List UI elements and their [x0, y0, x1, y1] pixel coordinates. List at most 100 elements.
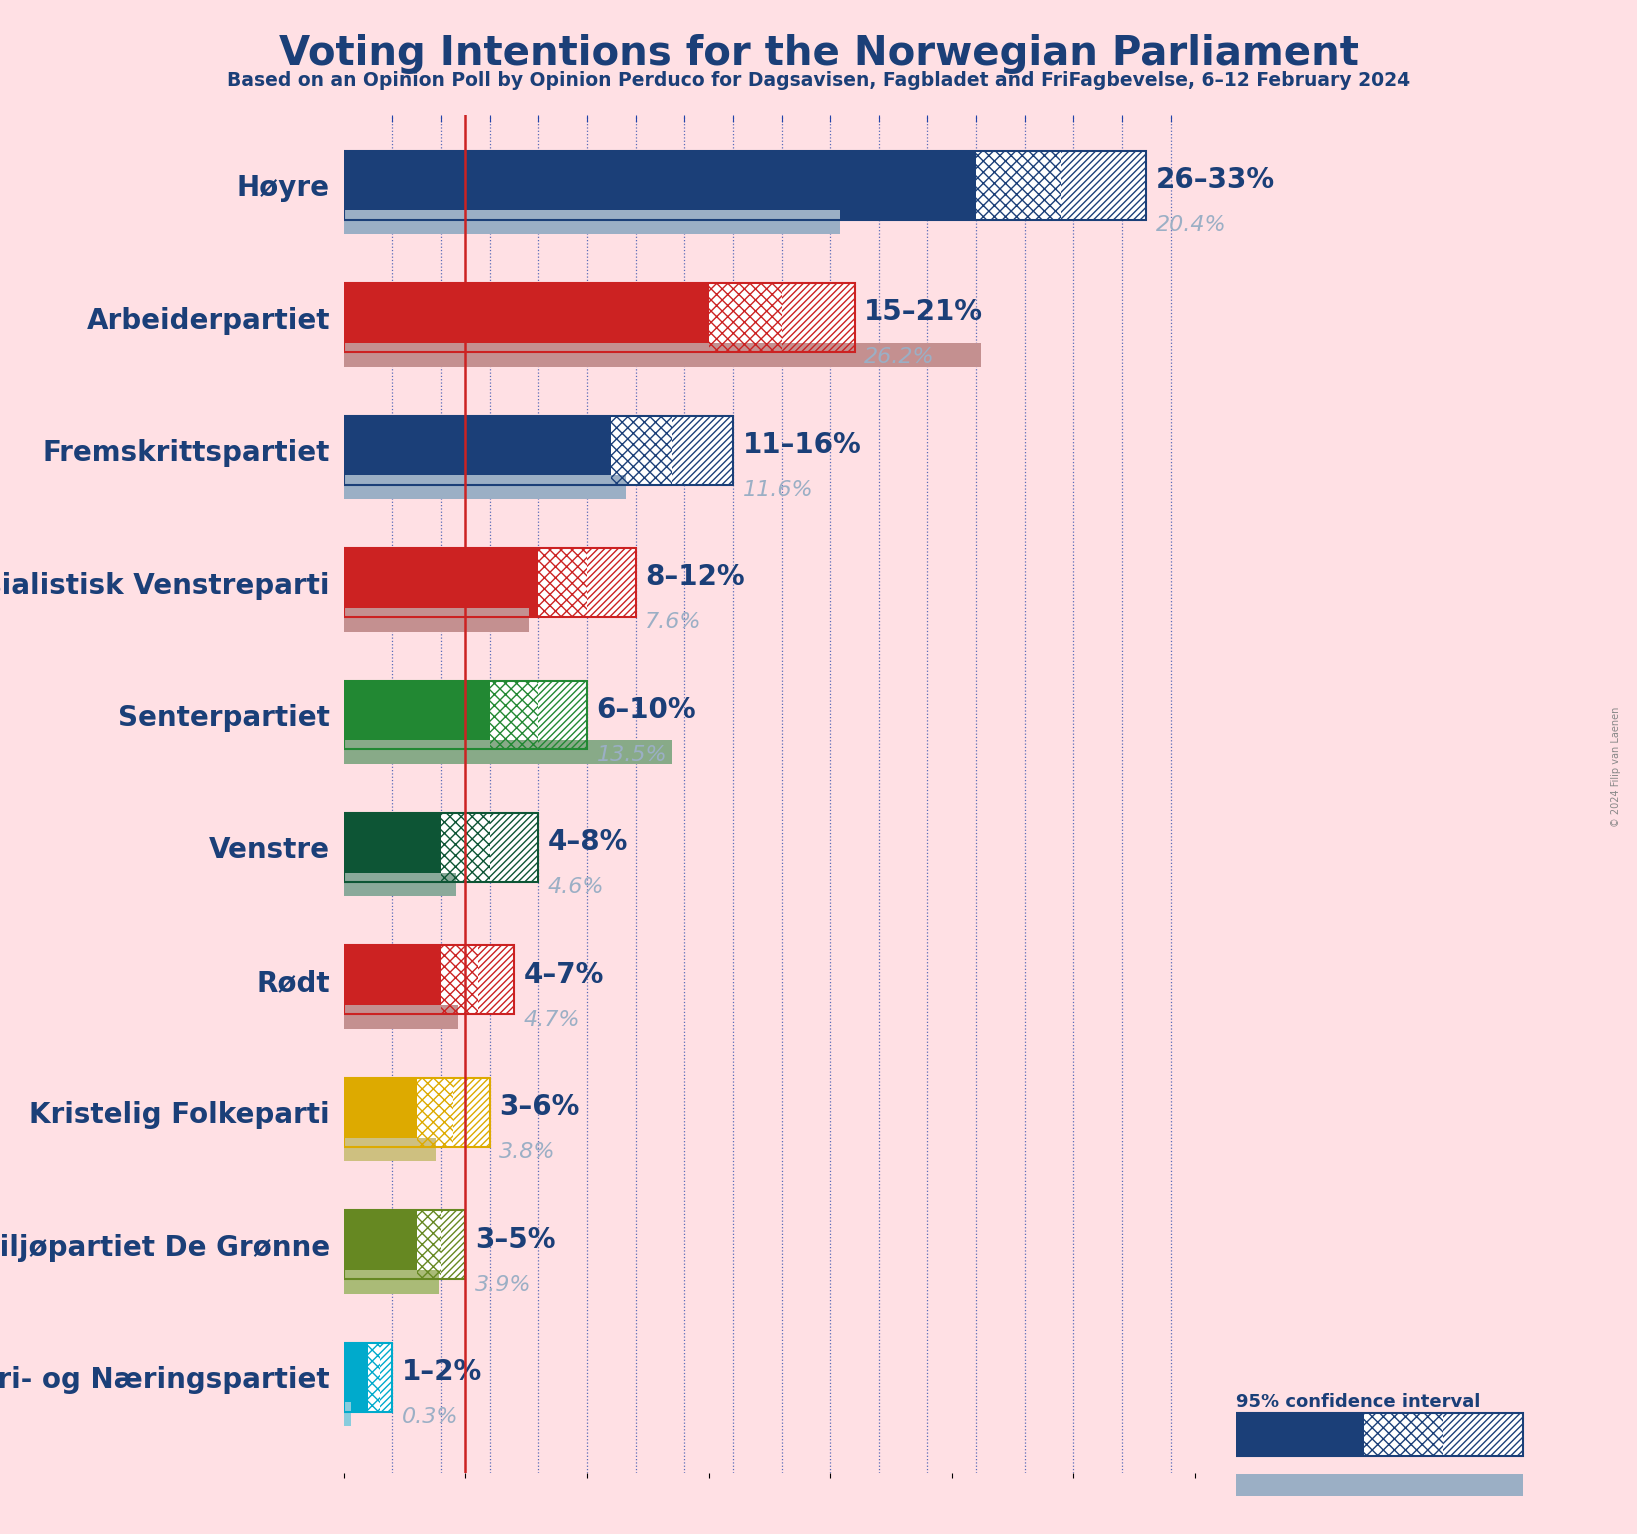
Text: 3.8%: 3.8% — [499, 1143, 557, 1163]
Text: 13.5%: 13.5% — [598, 746, 668, 765]
Bar — [440, 813, 489, 882]
Text: 3–6%: 3–6% — [499, 1094, 579, 1121]
Bar — [478, 945, 514, 1014]
Bar — [976, 150, 1061, 219]
Bar — [440, 1210, 465, 1279]
Text: 26–33%: 26–33% — [1156, 166, 1275, 193]
Bar — [489, 681, 539, 750]
Bar — [344, 1138, 435, 1161]
Bar — [344, 476, 625, 499]
Bar — [344, 813, 440, 882]
Bar — [344, 416, 611, 485]
Bar — [344, 1005, 458, 1029]
Bar — [453, 1078, 489, 1147]
Bar — [453, 1078, 489, 1147]
Bar — [588, 548, 635, 617]
Text: 7.6%: 7.6% — [645, 612, 702, 632]
Bar — [1236, 1413, 1522, 1456]
Bar — [344, 1342, 393, 1411]
Bar — [611, 416, 673, 485]
Bar — [344, 210, 840, 235]
Bar — [1061, 150, 1146, 219]
Bar — [344, 1402, 350, 1427]
Bar — [344, 1342, 368, 1411]
Bar — [1364, 1413, 1444, 1456]
Text: 26.2%: 26.2% — [864, 347, 935, 368]
Bar — [344, 1210, 465, 1279]
Bar — [344, 681, 489, 750]
Bar — [344, 548, 539, 617]
Text: 20.4%: 20.4% — [1156, 215, 1226, 235]
Text: 4.6%: 4.6% — [548, 877, 604, 897]
Text: 8–12%: 8–12% — [645, 563, 745, 591]
Bar — [709, 284, 781, 353]
Bar — [440, 813, 489, 882]
Text: © 2024 Filip van Laenen: © 2024 Filip van Laenen — [1611, 707, 1621, 827]
Bar — [344, 945, 440, 1014]
Bar — [344, 416, 733, 485]
Bar — [709, 284, 781, 353]
Bar — [1061, 150, 1146, 219]
Bar — [344, 1078, 489, 1147]
Text: Last result: Last result — [1393, 1482, 1488, 1500]
Bar — [368, 1342, 380, 1411]
Bar — [489, 813, 539, 882]
Bar — [344, 150, 976, 219]
Bar — [478, 945, 514, 1014]
Bar — [539, 548, 588, 617]
Bar — [489, 681, 539, 750]
Bar — [417, 1210, 440, 1279]
Text: 1–2%: 1–2% — [403, 1358, 483, 1387]
Bar — [673, 416, 733, 485]
Bar — [539, 681, 588, 750]
Bar — [976, 150, 1061, 219]
Text: 4–7%: 4–7% — [524, 960, 604, 988]
Text: 3.9%: 3.9% — [475, 1275, 532, 1295]
Bar — [440, 945, 478, 1014]
Bar — [344, 548, 635, 617]
Bar — [344, 741, 673, 764]
Text: 3–5%: 3–5% — [475, 1226, 555, 1253]
Bar — [344, 1210, 417, 1279]
Bar — [344, 607, 529, 632]
Bar — [344, 813, 539, 882]
Bar — [539, 548, 588, 617]
Bar — [344, 1078, 417, 1147]
Text: 15–21%: 15–21% — [864, 299, 984, 327]
Bar — [440, 1210, 465, 1279]
Bar — [1364, 1413, 1444, 1456]
Bar — [1236, 1474, 1522, 1496]
Bar — [1236, 1413, 1364, 1456]
Text: 4–8%: 4–8% — [548, 828, 629, 856]
Bar — [344, 150, 1146, 219]
Bar — [781, 284, 855, 353]
Text: Based on an Opinion Poll by Opinion Perduco for Dagsavisen, Fagbladet and FriFag: Based on an Opinion Poll by Opinion Perd… — [228, 71, 1409, 89]
Bar — [611, 416, 673, 485]
Bar — [344, 284, 855, 353]
Bar — [1444, 1413, 1522, 1456]
Bar — [344, 1270, 439, 1293]
Bar — [539, 681, 588, 750]
Bar — [380, 1342, 393, 1411]
Text: 4.7%: 4.7% — [524, 1009, 579, 1029]
Text: 0.3%: 0.3% — [403, 1407, 458, 1427]
Bar — [417, 1210, 440, 1279]
Bar — [781, 284, 855, 353]
Bar — [489, 813, 539, 882]
Bar — [588, 548, 635, 617]
Text: 95% confidence interval
with median: 95% confidence interval with median — [1236, 1393, 1480, 1431]
Text: 6–10%: 6–10% — [598, 696, 696, 724]
Text: 11–16%: 11–16% — [743, 431, 861, 459]
Bar — [673, 416, 733, 485]
Bar — [344, 681, 588, 750]
Bar — [344, 344, 981, 367]
Bar — [344, 284, 709, 353]
Bar — [344, 873, 455, 896]
Text: Voting Intentions for the Norwegian Parliament: Voting Intentions for the Norwegian Parl… — [278, 34, 1359, 74]
Bar — [417, 1078, 453, 1147]
Text: 11.6%: 11.6% — [743, 480, 814, 500]
Bar — [368, 1342, 380, 1411]
Bar — [417, 1078, 453, 1147]
Bar — [380, 1342, 393, 1411]
Bar — [344, 945, 514, 1014]
